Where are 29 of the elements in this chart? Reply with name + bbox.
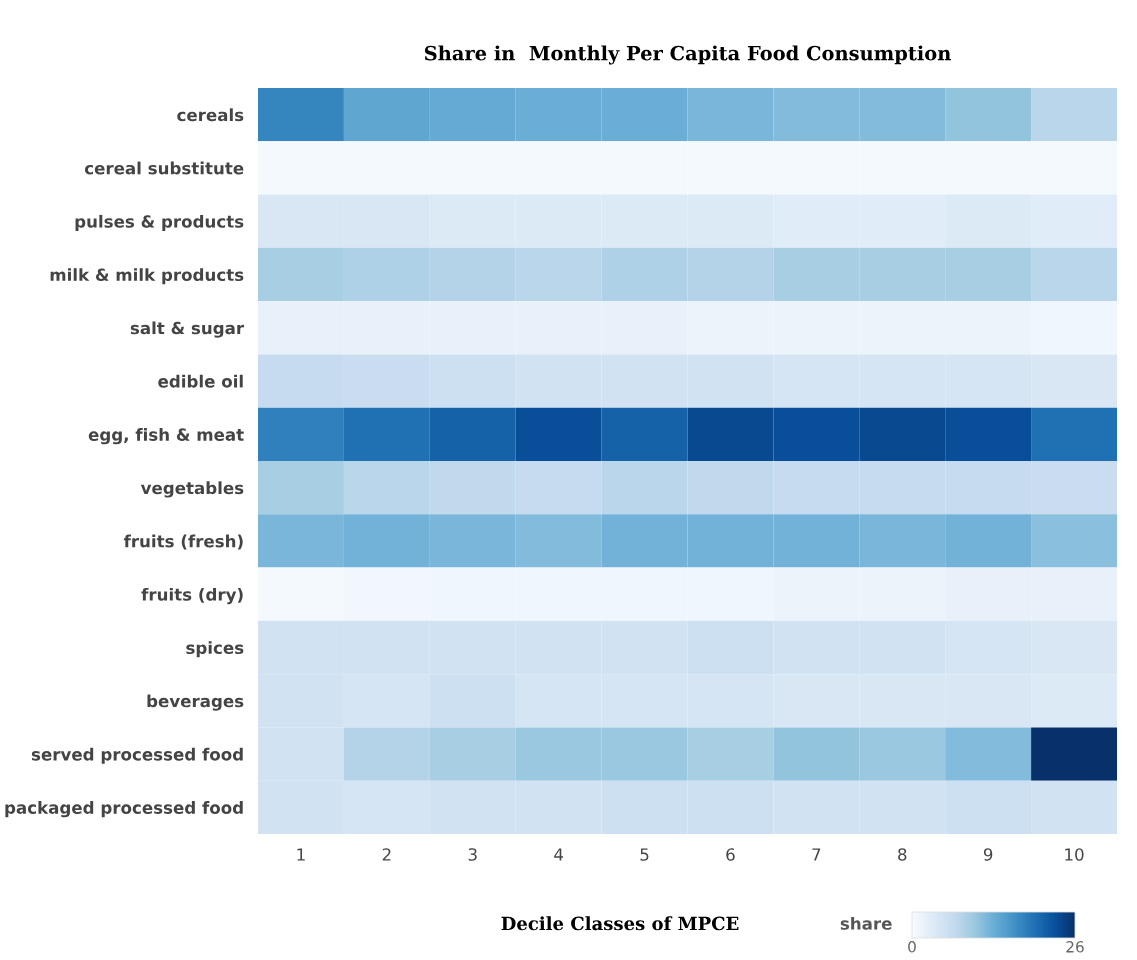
x-tick-label: 6 xyxy=(726,848,735,861)
color-bar-label: 0 xyxy=(908,941,916,953)
y-tick-label: milk & milk products xyxy=(50,268,244,285)
color-bar-label: 26 xyxy=(1066,941,1084,953)
y-tick-label: vegetables xyxy=(140,481,244,498)
y-tick-label: packaged processed food xyxy=(5,801,243,818)
y-tick-label: salt & sugar xyxy=(130,321,245,338)
x-tick-label: 1 xyxy=(297,848,305,861)
x-tick-label: 5 xyxy=(640,848,649,861)
y-tick-label: fruits (dry) xyxy=(141,587,243,605)
color-bar-title: share xyxy=(840,916,892,930)
x-tick-label: 4 xyxy=(554,848,564,861)
y-tick-label: beverages xyxy=(147,694,244,711)
x-tick-label: 9 xyxy=(983,848,993,861)
x-tick-label: 2 xyxy=(382,848,391,861)
x-axis-title: Decile Classes of MPCE xyxy=(501,916,739,931)
x-tick-label: 3 xyxy=(468,848,477,861)
y-tick-label: fruits (fresh) xyxy=(123,534,243,550)
y-tick-label: cereals xyxy=(177,108,244,122)
y-tick-label: cereal substitute xyxy=(84,161,244,175)
y-tick-label: served processed food xyxy=(31,747,243,764)
y-tick-label: egg, fish & meat xyxy=(88,428,244,445)
x-tick-label: 7 xyxy=(812,848,821,861)
x-tick-label: 8 xyxy=(898,848,907,861)
chart-title: Share in Monthly Per Capita Food Consumption xyxy=(424,45,951,65)
y-tick-label: pulses & products xyxy=(75,214,244,232)
y-tick-label: edible oil xyxy=(158,374,243,388)
x-tick-label: 10 xyxy=(1065,848,1084,861)
y-tick-label: spices xyxy=(186,641,244,658)
